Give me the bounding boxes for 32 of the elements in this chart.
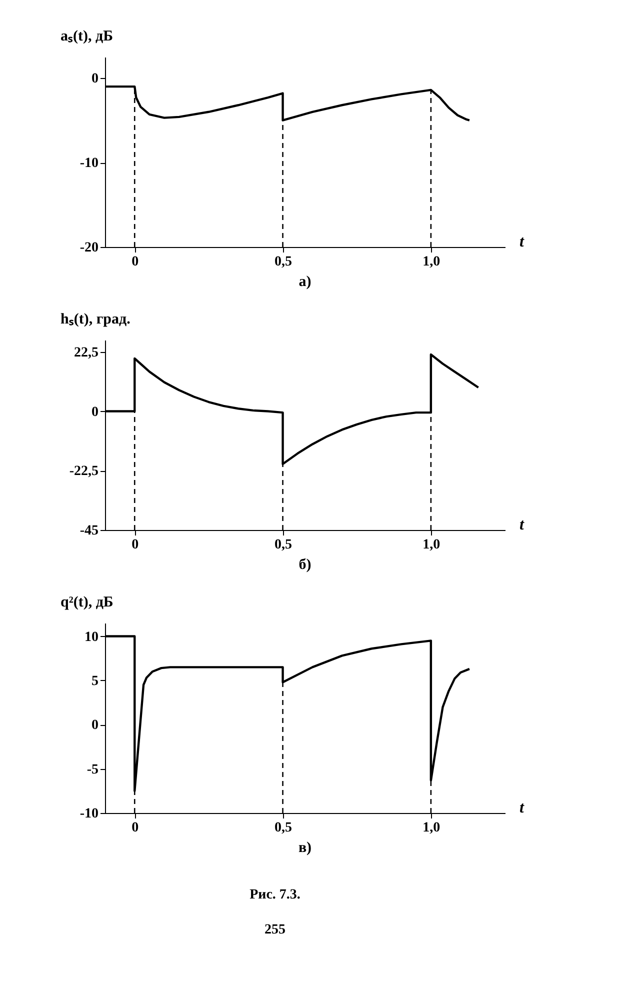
y-tick-label: -22,5 (69, 464, 98, 480)
y-tick-label: 5 (92, 674, 98, 689)
text: а) (298, 274, 312, 290)
text: б) (298, 557, 312, 573)
x-tick-label: 0 (132, 820, 139, 836)
y-axis-title: aₛ(t), дБ (60, 28, 114, 44)
y-tick-label: -20 (80, 240, 98, 256)
y-tick-label: 0 (92, 72, 98, 87)
x-tick-label: 1,0 (422, 538, 440, 552)
y-tick-label: 0 (92, 718, 98, 734)
y-tick-label: 22,5 (74, 345, 98, 360)
y-tick-label: -10 (80, 806, 98, 822)
text: в) (298, 840, 312, 856)
y-tick-label: 10 (84, 630, 98, 645)
text: Рис. 7.3. (250, 888, 300, 902)
x-axis-title: t (520, 516, 524, 534)
y-tick-label: -5 (86, 762, 98, 778)
x-axis-title: t (520, 234, 524, 250)
x-tick-label: 0,5 (274, 820, 292, 836)
x-axis-title: t (520, 800, 524, 816)
y-axis-title: hₛ(t), град. (60, 312, 131, 328)
x-tick-label: 1,0 (422, 820, 440, 836)
y-tick-label: 0 (92, 404, 98, 420)
x-tick-label: 0 (132, 254, 139, 270)
x-tick-label: 0,5 (274, 538, 292, 552)
x-tick-label: 0 (132, 538, 139, 552)
text: 255 (264, 922, 286, 938)
y-tick-label: -45 (80, 524, 98, 538)
x-tick-label: 1,0 (422, 254, 440, 270)
y-tick-label: -10 (80, 156, 98, 172)
x-tick-label: 0,5 (274, 254, 292, 270)
y-axis-title: q²(t), дБ (60, 594, 114, 610)
